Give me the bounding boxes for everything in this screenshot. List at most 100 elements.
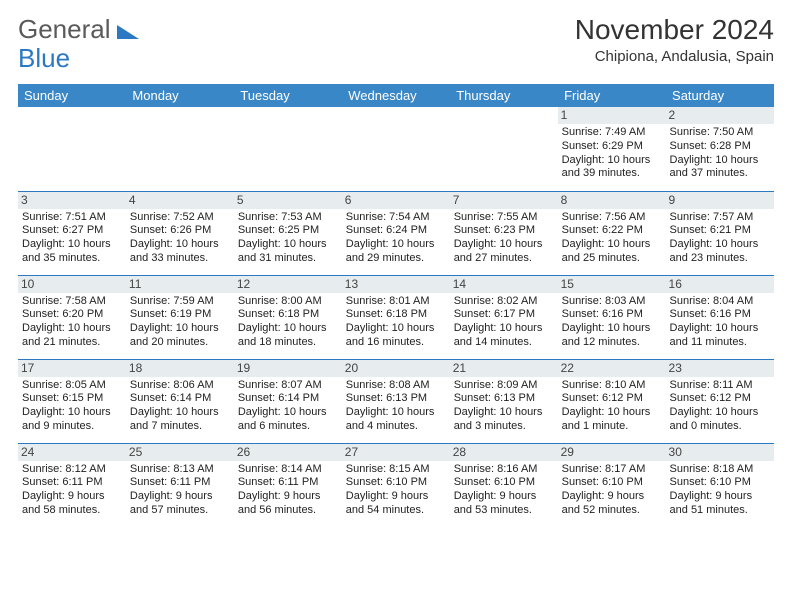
day-number: 29: [558, 444, 666, 461]
day-number: 8: [558, 192, 666, 209]
sunset-line: Sunset: 6:14 PM: [238, 392, 338, 406]
sunrise-line: Sunrise: 7:53 AM: [238, 211, 338, 225]
calendar-day-cell: 10Sunrise: 7:58 AMSunset: 6:20 PMDayligh…: [18, 275, 126, 359]
calendar-week-row: 10Sunrise: 7:58 AMSunset: 6:20 PMDayligh…: [18, 275, 774, 359]
sunrise-line: Sunrise: 8:01 AM: [346, 295, 446, 309]
day-header: Monday: [126, 84, 234, 107]
daylight-line: Daylight: 10 hours and 33 minutes.: [130, 238, 230, 266]
day-number: 2: [666, 107, 774, 124]
calendar-table: Sunday Monday Tuesday Wednesday Thursday…: [18, 84, 774, 527]
calendar-day-cell: 9 Sunrise: 7:57 AMSunset: 6:21 PMDaylight…: [666, 191, 774, 275]
day-number: 17: [18, 360, 126, 377]
day-number: 26: [234, 444, 342, 461]
calendar-day-cell: 2Sunrise: 7:50 AMSunset: 6:28 PMDaylight…: [666, 107, 774, 191]
day-number: 19: [234, 360, 342, 377]
sunset-line: Sunset: 6:17 PM: [454, 308, 554, 322]
sunrise-line: Sunrise: 8:03 AM: [562, 295, 662, 309]
daylight-line: Daylight: 10 hours and 25 minutes.: [562, 238, 662, 266]
day-number: 23: [666, 360, 774, 377]
sunset-line: Sunset: 6:21 PM: [670, 224, 770, 238]
calendar-day-cell: [342, 107, 450, 191]
daylight-line: Daylight: 10 hours and 23 minutes.: [670, 238, 770, 266]
sunset-line: Sunset: 6:15 PM: [22, 392, 122, 406]
calendar-week-row: 17Sunrise: 8:05 AMSunset: 6:15 PMDayligh…: [18, 359, 774, 443]
sunset-line: Sunset: 6:22 PM: [562, 224, 662, 238]
day-number: 25: [126, 444, 234, 461]
sunrise-line: Sunrise: 8:17 AM: [562, 463, 662, 477]
daylight-line: Daylight: 10 hours and 18 minutes.: [238, 322, 338, 350]
day-number: 12: [234, 276, 342, 293]
daylight-line: Daylight: 10 hours and 39 minutes.: [562, 154, 662, 182]
daylight-line: Daylight: 9 hours and 58 minutes.: [22, 490, 122, 518]
sunset-line: Sunset: 6:10 PM: [346, 476, 446, 490]
day-number: 21: [450, 360, 558, 377]
daylight-line: Daylight: 10 hours and 7 minutes.: [130, 406, 230, 434]
sunrise-line: Sunrise: 7:52 AM: [130, 211, 230, 225]
sunrise-line: Sunrise: 7:59 AM: [130, 295, 230, 309]
sunset-line: Sunset: 6:12 PM: [670, 392, 770, 406]
day-number: 11: [126, 276, 234, 293]
sunset-line: Sunset: 6:28 PM: [670, 140, 770, 154]
day-number: 20: [342, 360, 450, 377]
day-number: 7: [450, 192, 558, 209]
calendar-week-row: 3Sunrise: 7:51 AMSunset: 6:27 PMDaylight…: [18, 191, 774, 275]
sunrise-line: Sunrise: 8:00 AM: [238, 295, 338, 309]
day-number: 28: [450, 444, 558, 461]
daylight-line: Daylight: 10 hours and 37 minutes.: [670, 154, 770, 182]
calendar-day-cell: 8 Sunrise: 7:56 AMSunset: 6:22 PMDaylight…: [558, 191, 666, 275]
sunrise-line: Sunrise: 8:08 AM: [346, 379, 446, 393]
day-number: 16: [666, 276, 774, 293]
daylight-line: Daylight: 10 hours and 21 minutes.: [22, 322, 122, 350]
sunset-line: Sunset: 6:12 PM: [562, 392, 662, 406]
calendar-day-cell: [234, 107, 342, 191]
sunset-line: Sunset: 6:25 PM: [238, 224, 338, 238]
daylight-line: Daylight: 10 hours and 9 minutes.: [22, 406, 122, 434]
sunset-line: Sunset: 6:13 PM: [454, 392, 554, 406]
calendar-day-cell: 4Sunrise: 7:52 AMSunset: 6:26 PMDaylight…: [126, 191, 234, 275]
sunrise-line: Sunrise: 8:11 AM: [670, 379, 770, 393]
calendar-day-cell: 14 Sunrise: 8:02 AMSunset: 6:17 PMDayligh…: [450, 275, 558, 359]
calendar-day-cell: 15Sunrise: 8:03 AMSunset: 6:16 PMDayligh…: [558, 275, 666, 359]
daylight-line: Daylight: 10 hours and 20 minutes.: [130, 322, 230, 350]
calendar-day-cell: 18Sunrise: 8:06 AMSunset: 6:14 PMDayligh…: [126, 359, 234, 443]
sunrise-line: Sunrise: 7:56 AM: [562, 211, 662, 225]
calendar-day-cell: 25Sunrise: 8:13 AMSunset: 6:11 PMDayligh…: [126, 443, 234, 527]
sunrise-line: Sunrise: 7:55 AM: [454, 211, 554, 225]
daylight-line: Daylight: 10 hours and 14 minutes.: [454, 322, 554, 350]
daylight-line: Daylight: 9 hours and 56 minutes.: [238, 490, 338, 518]
sunrise-line: Sunrise: 7:57 AM: [670, 211, 770, 225]
daylight-line: Daylight: 10 hours and 0 minutes.: [670, 406, 770, 434]
sunrise-line: Sunrise: 8:15 AM: [346, 463, 446, 477]
day-header-row: Sunday Monday Tuesday Wednesday Thursday…: [18, 84, 774, 107]
sunset-line: Sunset: 6:18 PM: [238, 308, 338, 322]
daylight-line: Daylight: 10 hours and 6 minutes.: [238, 406, 338, 434]
daylight-line: Daylight: 9 hours and 53 minutes.: [454, 490, 554, 518]
daylight-line: Daylight: 10 hours and 11 minutes.: [670, 322, 770, 350]
sunset-line: Sunset: 6:11 PM: [22, 476, 122, 490]
day-number: 4: [126, 192, 234, 209]
sunrise-line: Sunrise: 8:16 AM: [454, 463, 554, 477]
calendar-day-cell: 19Sunrise: 8:07 AMSunset: 6:14 PMDayligh…: [234, 359, 342, 443]
sunrise-line: Sunrise: 8:10 AM: [562, 379, 662, 393]
day-header: Wednesday: [342, 84, 450, 107]
day-number: 30: [666, 444, 774, 461]
calendar-day-cell: 30Sunrise: 8:18 AMSunset: 6:10 PMDayligh…: [666, 443, 774, 527]
calendar-day-cell: [126, 107, 234, 191]
calendar-day-cell: 11Sunrise: 7:59 AMSunset: 6:19 PMDayligh…: [126, 275, 234, 359]
daylight-line: Daylight: 9 hours and 54 minutes.: [346, 490, 446, 518]
location-subtitle: Chipiona, Andalusia, Spain: [575, 48, 774, 65]
day-number: 9: [666, 192, 774, 209]
sunset-line: Sunset: 6:11 PM: [238, 476, 338, 490]
calendar-week-row: 1Sunrise: 7:49 AMSunset: 6:29 PMDaylight…: [18, 107, 774, 191]
sunrise-line: Sunrise: 8:02 AM: [454, 295, 554, 309]
daylight-line: Daylight: 10 hours and 12 minutes.: [562, 322, 662, 350]
daylight-line: Daylight: 10 hours and 16 minutes.: [346, 322, 446, 350]
calendar-day-cell: 13Sunrise: 8:01 AMSunset: 6:18 PMDayligh…: [342, 275, 450, 359]
calendar-day-cell: 12 Sunrise: 8:00 AMSunset: 6:18 PMDayligh…: [234, 275, 342, 359]
sunrise-line: Sunrise: 8:06 AM: [130, 379, 230, 393]
day-number: 27: [342, 444, 450, 461]
daylight-line: Daylight: 9 hours and 52 minutes.: [562, 490, 662, 518]
sunset-line: Sunset: 6:10 PM: [670, 476, 770, 490]
day-number: 14: [450, 276, 558, 293]
day-header: Tuesday: [234, 84, 342, 107]
